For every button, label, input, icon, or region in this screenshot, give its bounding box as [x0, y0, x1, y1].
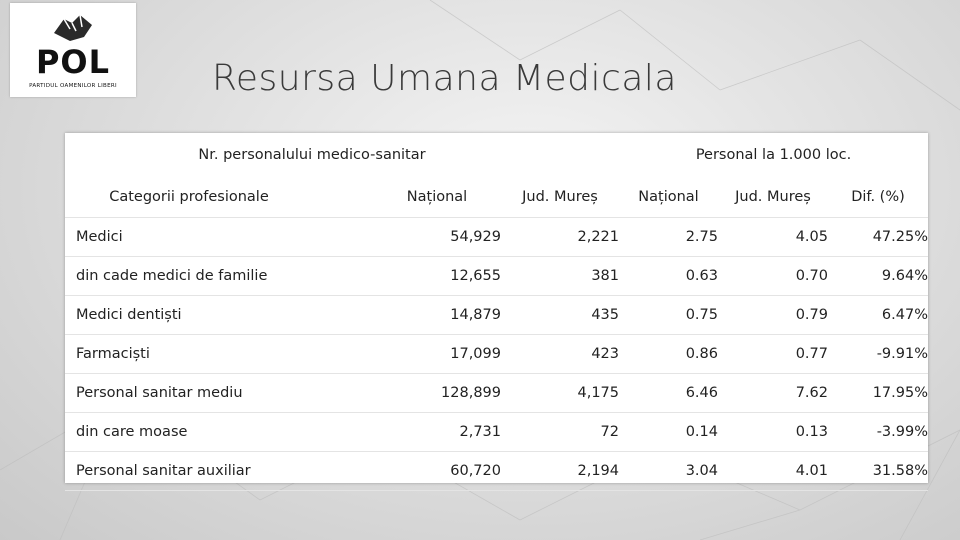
cell-national-per-1000: 0.14 [619, 412, 718, 452]
cell-mures: 423 [501, 334, 619, 374]
cell-mures: 4,175 [501, 373, 619, 413]
cell-national-per-1000: 0.75 [619, 295, 718, 335]
row-label: Personal sanitar auxiliar [65, 451, 373, 491]
table-row: din cade medici de familie 12,655 381 0.… [65, 256, 928, 296]
cell-diff: -9.91% [828, 334, 928, 374]
logo-subtitle: PARTIDUL OAMENILOR LIBERI [29, 83, 117, 89]
cell-mures-per-1000: 0.70 [718, 256, 828, 296]
handshake-icon [54, 14, 92, 41]
cell-diff: 31.58% [828, 451, 928, 491]
cell-national: 14,879 [373, 295, 501, 335]
cell-national-per-1000: 0.86 [619, 334, 718, 374]
group-header-per-1000: Personal la 1.000 loc. [695, 147, 852, 163]
table-row: din care moase 2,731 72 0.14 0.13 -3.99% [65, 412, 928, 452]
cell-mures-per-1000: 4.05 [718, 217, 828, 257]
cell-diff: 17.95% [828, 373, 928, 413]
group-header-row: Nr. personalului medico-sanitar Personal… [65, 133, 928, 177]
column-header-national-per-1000: Național [619, 177, 718, 218]
table-row: Medici dentiști 14,879 435 0.75 0.79 6.4… [65, 295, 928, 335]
cell-national-per-1000: 0.63 [619, 256, 718, 296]
cell-mures-per-1000: 7.62 [718, 373, 828, 413]
pol-logo: POL PARTIDUL OAMENILOR LIBERI [10, 3, 136, 97]
cell-mures: 381 [501, 256, 619, 296]
column-header-mures: Jud. Mureș [501, 177, 619, 218]
cell-national-per-1000: 3.04 [619, 451, 718, 491]
cell-diff: 9.64% [828, 256, 928, 296]
row-label: din care moase [65, 412, 373, 452]
cell-diff: 47.25% [828, 217, 928, 257]
table-row: Medici 54,929 2,221 2.75 4.05 47.25% [65, 217, 928, 257]
cell-mures-per-1000: 0.13 [718, 412, 828, 452]
cell-national-per-1000: 6.46 [619, 373, 718, 413]
cell-national: 2,731 [373, 412, 501, 452]
row-label: Farmaciști [65, 334, 373, 374]
column-header-category: Categorii profesionale [65, 177, 373, 218]
table-row: Farmaciști 17,099 423 0.86 0.77 -9.91% [65, 334, 928, 374]
cell-mures: 435 [501, 295, 619, 335]
column-header-diff: Dif. (%) [828, 177, 928, 218]
cell-national: 17,099 [373, 334, 501, 374]
cell-mures-per-1000: 0.79 [718, 295, 828, 335]
page-title: Resursa Umana Medicala [212, 58, 677, 99]
cell-national: 60,720 [373, 451, 501, 491]
row-label: Medici dentiști [65, 295, 373, 335]
table-row: Personal sanitar mediu 128,899 4,175 6.4… [65, 373, 928, 413]
column-header-national: Național [373, 177, 501, 218]
medical-staff-table: Nr. personalului medico-sanitar Personal… [65, 133, 928, 491]
cell-national-per-1000: 2.75 [619, 217, 718, 257]
row-label: Personal sanitar mediu [65, 373, 373, 413]
column-header-row: Categorii profesionale Național Jud. Mur… [65, 177, 928, 218]
cell-mures: 2,221 [501, 217, 619, 257]
cell-diff: -3.99% [828, 412, 928, 452]
cell-national: 54,929 [373, 217, 501, 257]
logo-wordmark: POL [35, 43, 111, 81]
cell-mures: 72 [501, 412, 619, 452]
group-header-count: Nr. personalului medico-sanitar [198, 147, 426, 163]
cell-diff: 6.47% [828, 295, 928, 335]
cell-mures-per-1000: 4.01 [718, 451, 828, 491]
cell-national: 128,899 [373, 373, 501, 413]
cell-mures-per-1000: 0.77 [718, 334, 828, 374]
column-header-mures-per-1000: Jud. Mureș [718, 177, 828, 218]
row-label: din cade medici de familie [65, 256, 373, 296]
row-label: Medici [65, 217, 373, 257]
table-row: Personal sanitar auxiliar 60,720 2,194 3… [65, 451, 928, 491]
cell-national: 12,655 [373, 256, 501, 296]
cell-mures: 2,194 [501, 451, 619, 491]
